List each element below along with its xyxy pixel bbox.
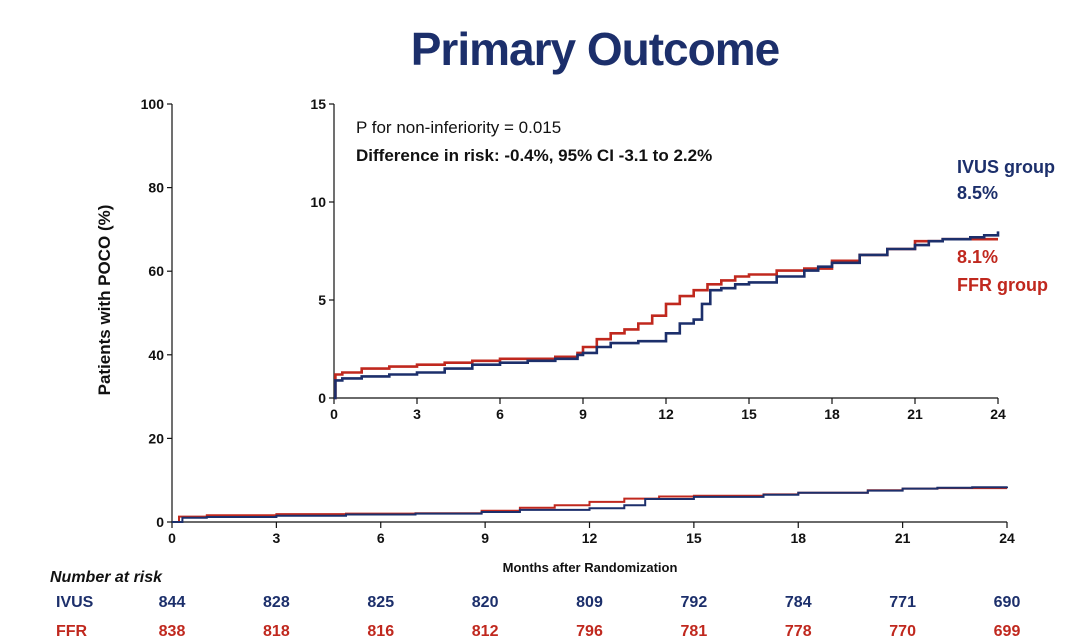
main-y-tick-label: 80 — [148, 180, 164, 196]
risk-value-ffr: 699 — [994, 623, 1021, 640]
risk-row-label-ffr: FFR — [56, 623, 88, 640]
ffr-group-label: FFR group — [957, 275, 1048, 295]
risk-value-ffr: 778 — [785, 623, 812, 640]
main-y-tick-label: 60 — [148, 263, 164, 279]
ffr-value-label: 8.1% — [957, 247, 998, 267]
x-axis-label: Months after Randomization — [503, 560, 678, 575]
inset-series-ffr — [334, 237, 998, 400]
risk-value-ffr: 812 — [472, 623, 499, 640]
risk-value-ffr: 838 — [159, 623, 186, 640]
risk-value-ivus: 690 — [994, 594, 1021, 611]
inset-x-tick-label: 24 — [990, 406, 1006, 422]
inset-series-ivus — [334, 231, 1000, 400]
inset-x-tick-label: 6 — [496, 406, 504, 422]
risk-value-ffr: 816 — [367, 623, 394, 640]
risk-value-ivus: 820 — [472, 594, 499, 611]
risk-value-ffr: 781 — [681, 623, 708, 640]
main-series-ivus — [172, 486, 1008, 523]
risk-value-ffr: 796 — [576, 623, 603, 640]
risk-table-header: Number at risk — [50, 569, 163, 586]
risk-value-ivus: 771 — [889, 594, 916, 611]
inset-y-tick-label: 0 — [318, 390, 326, 406]
risk-row-label-ivus: IVUS — [56, 594, 94, 611]
main-y-tick-label: 100 — [141, 96, 165, 112]
main-x-tick-label: 24 — [999, 530, 1015, 546]
risk-value-ivus: 809 — [576, 594, 603, 611]
inset-y-tick-label: 15 — [310, 96, 326, 112]
risk-value-ivus: 792 — [681, 594, 708, 611]
main-y-tick-label: 0 — [156, 514, 164, 530]
risk-value-ivus: 784 — [785, 594, 812, 611]
main-x-tick-label: 18 — [790, 530, 806, 546]
inset-x-tick-label: 15 — [741, 406, 757, 422]
main-x-tick-label: 0 — [168, 530, 176, 546]
main-y-tick-label: 40 — [148, 347, 164, 363]
main-y-tick-label: 20 — [148, 430, 164, 446]
inset-x-tick-label: 12 — [658, 406, 674, 422]
inset-x-tick-label: 9 — [579, 406, 587, 422]
inset-x-tick-label: 3 — [413, 406, 421, 422]
risk-value-ffr: 818 — [263, 623, 290, 640]
risk-value-ivus: 828 — [263, 594, 290, 611]
inset-x-tick-label: 0 — [330, 406, 338, 422]
risk-value-ffr: 770 — [889, 623, 916, 640]
main-x-tick-label: 15 — [686, 530, 702, 546]
main-x-tick-label: 3 — [272, 530, 280, 546]
risk-value-ivus: 844 — [159, 594, 186, 611]
main-x-tick-label: 21 — [895, 530, 911, 546]
y-axis-label: Patients with POCO (%) — [95, 205, 114, 396]
main-x-tick-label: 6 — [377, 530, 385, 546]
main-series-ffr — [172, 487, 1007, 523]
annotation-p-value: P for non-inferiority = 0.015 — [356, 118, 561, 137]
inset-x-tick-label: 18 — [824, 406, 840, 422]
main-x-tick-label: 12 — [582, 530, 598, 546]
inset-y-tick-label: 10 — [310, 194, 326, 210]
ivus-value-label: 8.5% — [957, 183, 998, 203]
inset-chart: 0 5 10 15 0 3 6 9 12 15 18 21 24 — [310, 96, 1006, 422]
ivus-group-label: IVUS group — [957, 157, 1055, 177]
main-x-tick-label: 9 — [481, 530, 489, 546]
risk-table: IVUS 844 828 825 820 809 792 784 771 690 FFR 838 818… — [56, 594, 1020, 640]
inset-x-tick-label: 21 — [907, 406, 923, 422]
annotation-difference: Difference in risk: -0.4%, 95% CI -3.1 t… — [356, 146, 712, 165]
chart-title: Primary Outcome — [411, 23, 780, 75]
risk-value-ivus: 825 — [367, 594, 394, 611]
inset-y-tick-label: 5 — [318, 292, 326, 308]
